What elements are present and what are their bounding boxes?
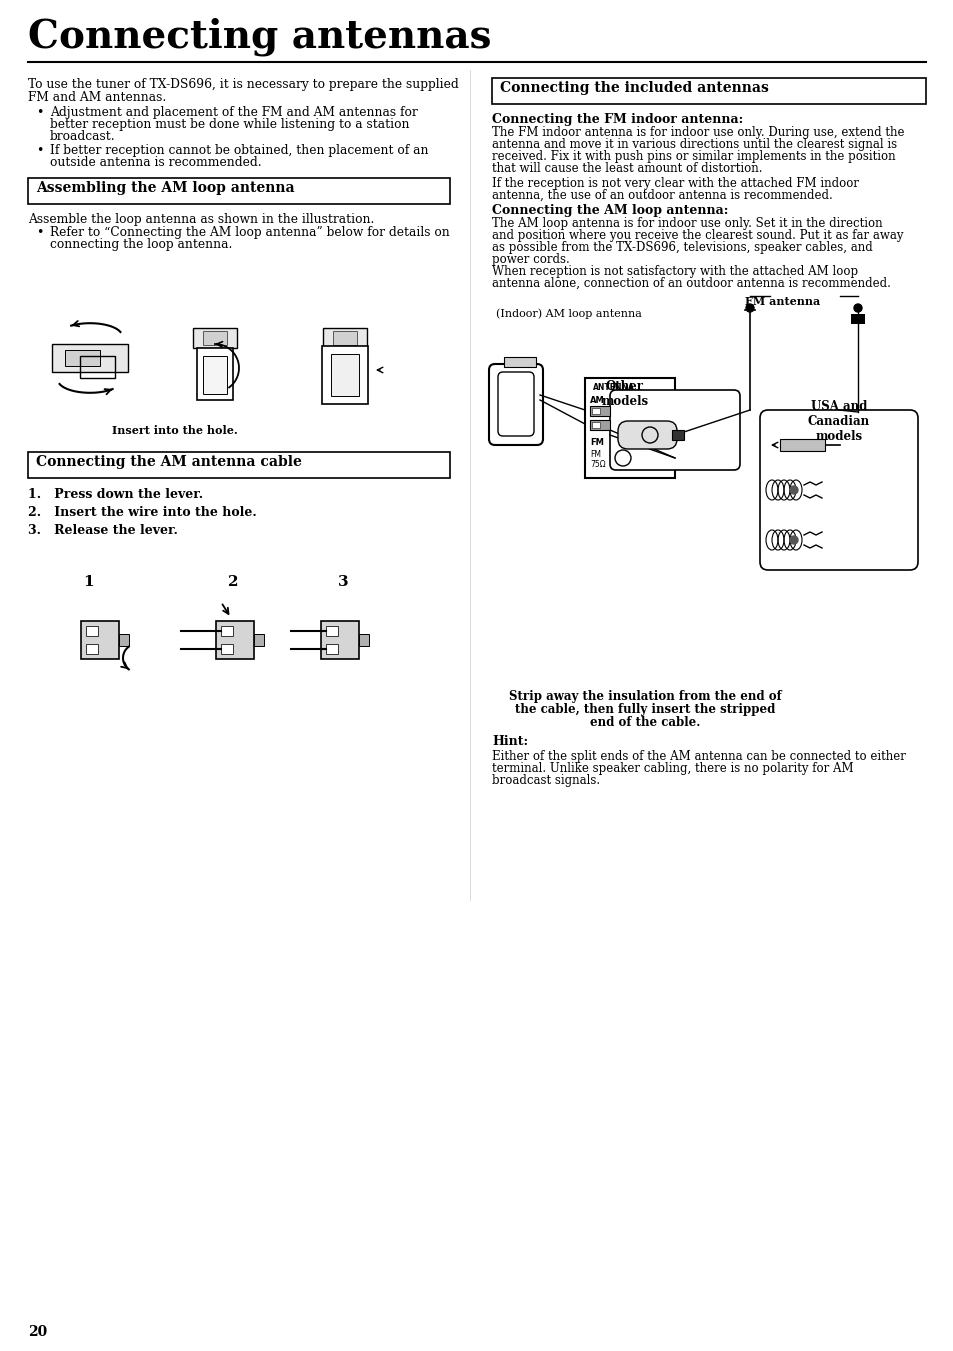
Text: Assembling the AM loop antenna: Assembling the AM loop antenna: [36, 181, 294, 195]
Text: To use the tuner of TX-DS696, it is necessary to prepare the supplied: To use the tuner of TX-DS696, it is nece…: [28, 78, 458, 91]
Text: 1: 1: [83, 576, 93, 589]
Text: •: •: [36, 105, 43, 119]
FancyBboxPatch shape: [589, 407, 609, 416]
Text: Connecting the AM loop antenna:: Connecting the AM loop antenna:: [492, 204, 727, 218]
Text: outside antenna is recommended.: outside antenna is recommended.: [50, 155, 261, 169]
Text: 3.   Release the lever.: 3. Release the lever.: [28, 524, 177, 536]
Circle shape: [853, 304, 862, 312]
FancyBboxPatch shape: [497, 372, 534, 436]
Text: terminal. Unlike speaker cabling, there is no polarity for AM: terminal. Unlike speaker cabling, there …: [492, 762, 853, 775]
Text: as possible from the TX-DS696, televisions, speaker cables, and: as possible from the TX-DS696, televisio…: [492, 240, 872, 254]
Text: the cable, then fully insert the stripped: the cable, then fully insert the strippe…: [515, 703, 775, 716]
Text: 2.   Insert the wire into the hole.: 2. Insert the wire into the hole.: [28, 507, 256, 519]
FancyBboxPatch shape: [28, 178, 450, 204]
FancyBboxPatch shape: [326, 626, 337, 636]
Text: When reception is not satisfactory with the attached AM loop: When reception is not satisfactory with …: [492, 265, 858, 278]
Text: •: •: [36, 145, 43, 157]
Text: antenna, the use of an outdoor antenna is recommended.: antenna, the use of an outdoor antenna i…: [492, 189, 832, 203]
FancyBboxPatch shape: [671, 430, 683, 440]
FancyBboxPatch shape: [609, 390, 740, 470]
Text: ANTENNA: ANTENNA: [593, 382, 634, 392]
FancyBboxPatch shape: [81, 621, 119, 659]
Text: If better reception cannot be obtained, then placement of an: If better reception cannot be obtained, …: [50, 145, 428, 157]
Text: end of the cable.: end of the cable.: [589, 716, 700, 730]
FancyBboxPatch shape: [489, 363, 542, 444]
FancyBboxPatch shape: [196, 349, 233, 400]
FancyBboxPatch shape: [203, 331, 227, 345]
FancyBboxPatch shape: [86, 644, 98, 654]
FancyBboxPatch shape: [253, 634, 264, 646]
Text: USA and
Canadian
models: USA and Canadian models: [807, 400, 869, 443]
FancyBboxPatch shape: [333, 331, 356, 345]
Text: Other
models: Other models: [600, 380, 648, 408]
FancyBboxPatch shape: [119, 634, 129, 646]
FancyBboxPatch shape: [326, 644, 337, 654]
Text: 2: 2: [228, 576, 238, 589]
Text: Either of the split ends of the AM antenna can be connected to either: Either of the split ends of the AM anten…: [492, 750, 905, 763]
Text: broadcast signals.: broadcast signals.: [492, 774, 599, 788]
Text: 1.   Press down the lever.: 1. Press down the lever.: [28, 488, 203, 501]
Text: Hint:: Hint:: [492, 735, 528, 748]
Text: antenna and move it in various directions until the clearest signal is: antenna and move it in various direction…: [492, 138, 896, 151]
FancyBboxPatch shape: [503, 357, 536, 367]
FancyBboxPatch shape: [320, 621, 358, 659]
FancyBboxPatch shape: [492, 78, 925, 104]
FancyBboxPatch shape: [203, 357, 227, 394]
FancyBboxPatch shape: [221, 626, 233, 636]
Text: •: •: [36, 226, 43, 239]
Text: AM: AM: [589, 396, 604, 405]
Circle shape: [789, 486, 797, 494]
Text: If the reception is not very clear with the attached FM indoor: If the reception is not very clear with …: [492, 177, 858, 190]
Text: that will cause the least amount of distortion.: that will cause the least amount of dist…: [492, 162, 761, 176]
Text: antenna alone, connection of an outdoor antenna is recommended.: antenna alone, connection of an outdoor …: [492, 277, 890, 290]
Text: FM
75Ω: FM 75Ω: [589, 450, 605, 469]
FancyBboxPatch shape: [850, 313, 864, 324]
FancyBboxPatch shape: [28, 453, 450, 478]
FancyBboxPatch shape: [86, 626, 98, 636]
FancyBboxPatch shape: [589, 420, 609, 430]
FancyBboxPatch shape: [323, 328, 367, 349]
Text: The AM loop antenna is for indoor use only. Set it in the direction: The AM loop antenna is for indoor use on…: [492, 218, 882, 230]
Text: 3: 3: [337, 576, 348, 589]
Text: broadcast.: broadcast.: [50, 130, 115, 143]
Text: received. Fix it with push pins or similar implements in the position: received. Fix it with push pins or simil…: [492, 150, 895, 163]
Text: FM antenna: FM antenna: [744, 296, 820, 307]
Text: and position where you receive the clearest sound. Put it as far away: and position where you receive the clear…: [492, 230, 902, 242]
Text: Assemble the loop antenna as shown in the illustration.: Assemble the loop antenna as shown in th…: [28, 213, 374, 226]
Text: Refer to “Connecting the AM loop antenna” below for details on: Refer to “Connecting the AM loop antenna…: [50, 226, 449, 239]
Text: Connecting the FM indoor antenna:: Connecting the FM indoor antenna:: [492, 113, 742, 126]
FancyBboxPatch shape: [52, 345, 128, 372]
Text: The FM indoor antenna is for indoor use only. During use, extend the: The FM indoor antenna is for indoor use …: [492, 126, 903, 139]
Text: Connecting the included antennas: Connecting the included antennas: [499, 81, 768, 95]
FancyBboxPatch shape: [618, 422, 677, 449]
Text: Insert into the hole.: Insert into the hole.: [112, 426, 237, 436]
Text: Connecting antennas: Connecting antennas: [28, 18, 491, 57]
Circle shape: [745, 304, 753, 312]
Circle shape: [789, 536, 797, 544]
Text: Connecting the AM antenna cable: Connecting the AM antenna cable: [36, 455, 301, 469]
Text: FM and AM antennas.: FM and AM antennas.: [28, 91, 166, 104]
FancyBboxPatch shape: [584, 378, 675, 478]
FancyBboxPatch shape: [221, 644, 233, 654]
FancyBboxPatch shape: [592, 422, 599, 428]
FancyBboxPatch shape: [322, 346, 368, 404]
FancyBboxPatch shape: [760, 409, 917, 570]
FancyBboxPatch shape: [780, 439, 824, 451]
FancyBboxPatch shape: [193, 328, 236, 349]
Text: Adjustment and placement of the FM and AM antennas for: Adjustment and placement of the FM and A…: [50, 105, 417, 119]
FancyBboxPatch shape: [358, 634, 369, 646]
FancyBboxPatch shape: [65, 350, 100, 366]
FancyBboxPatch shape: [215, 621, 253, 659]
Text: Strip away the insulation from the end of: Strip away the insulation from the end o…: [508, 690, 781, 703]
Text: connecting the loop antenna.: connecting the loop antenna.: [50, 238, 233, 251]
Text: FM: FM: [589, 438, 603, 447]
FancyBboxPatch shape: [331, 354, 358, 396]
Text: (Indoor) AM loop antenna: (Indoor) AM loop antenna: [496, 308, 641, 319]
Text: better reception must be done while listening to a station: better reception must be done while list…: [50, 118, 409, 131]
FancyBboxPatch shape: [592, 408, 599, 413]
Text: 20: 20: [28, 1325, 48, 1339]
Text: power cords.: power cords.: [492, 253, 569, 266]
